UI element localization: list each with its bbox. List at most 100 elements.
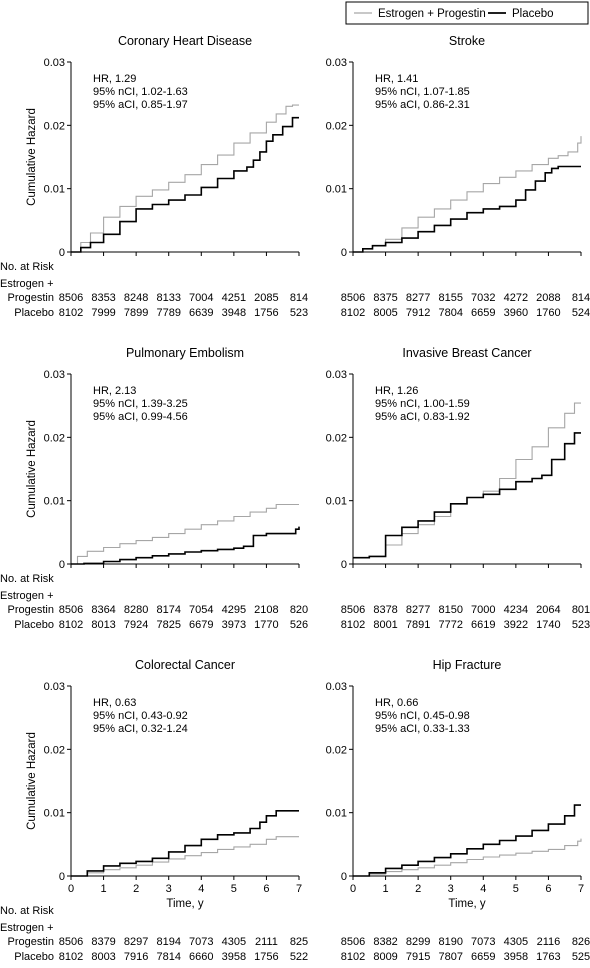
y-tick-label: 0.03 (326, 57, 347, 69)
y-tick-label: 0 (341, 559, 347, 571)
panel-title: Invasive Breast Cancer (402, 346, 531, 360)
at-risk-heading: No. at Risk (0, 573, 54, 585)
series-line (71, 503, 299, 565)
at-risk-value: 8379 (91, 936, 115, 948)
at-risk-value: 1760 (536, 307, 560, 319)
y-axis-title: Cumulative Hazard (26, 732, 38, 830)
x-tick-label: 7 (578, 883, 584, 895)
series-line (71, 526, 300, 565)
at-risk-value: 7804 (438, 307, 462, 319)
at-risk-value: 6639 (189, 307, 213, 319)
at-risk-value: 820 (290, 604, 308, 616)
y-axis-title: Cumulative Hazard (26, 420, 38, 518)
at-risk-value: 4305 (504, 936, 528, 948)
at-risk-value: 8353 (91, 292, 115, 304)
panel-coronary-heart-disease: Coronary Heart Disease 0 0.01 0.02 0.03 Cumul… (0, 34, 308, 319)
at-risk-value: 522 (290, 951, 308, 963)
group1-label-line1: Estrogen + (0, 922, 54, 934)
stat-line: HR, 1.26 (375, 385, 418, 397)
at-risk-value: 2116 (537, 936, 561, 948)
at-risk-value: 8375 (373, 292, 397, 304)
at-risk-value: 7912 (406, 307, 430, 319)
at-risk-value: 524 (572, 307, 590, 319)
at-risk-value: 3973 (222, 619, 246, 631)
series-line (353, 136, 582, 253)
y-tick-label: 0.02 (44, 744, 65, 756)
panel-colorectal-cancer: Colorectal Cancer 0 0.01 0.02 0.03 0 1 2 3 4 5 6 7 Cu… (0, 658, 308, 963)
stat-line: 95% aCI, 0.86-2.31 (375, 99, 470, 111)
series-line (353, 804, 581, 877)
y-tick-label: 0.01 (44, 184, 65, 196)
series-line (353, 432, 581, 559)
panel-invasive-breast-cancer: Invasive Breast Cancer 0 0.01 0.02 0.03 HR, 1… (326, 346, 590, 631)
at-risk-value: 7073 (471, 936, 495, 948)
at-risk-value: 8155 (438, 292, 462, 304)
at-risk-value: 3958 (504, 951, 528, 963)
y-tick-label: 0.01 (44, 496, 65, 508)
at-risk-value: 8382 (373, 936, 397, 948)
stat-line: 95% aCI, 0.32-1.24 (93, 723, 188, 735)
at-risk-value: 2111 (255, 936, 278, 948)
series-line (353, 402, 581, 559)
legend-label: Estrogen + Progestin (378, 8, 486, 20)
at-risk-value: 7999 (91, 307, 115, 319)
at-risk-value: 2064 (536, 604, 560, 616)
at-risk-value: 3960 (504, 307, 528, 319)
at-risk-value: 7000 (471, 604, 495, 616)
at-risk-value: 7807 (438, 951, 462, 963)
at-risk-value: 7915 (406, 951, 430, 963)
at-risk-value: 8174 (156, 604, 180, 616)
panel-hip-fracture: Hip Fracture 0 0.01 0.02 0.03 0 1 2 3 4 5 6 7 Time, y… (326, 658, 590, 963)
legend: Estrogen + Progestin Placebo (345, 1, 589, 25)
at-risk-value: 7073 (189, 936, 213, 948)
y-axis-title: Cumulative Hazard (26, 108, 38, 206)
at-risk-value: 4251 (222, 292, 246, 304)
at-risk-value: 8297 (124, 936, 148, 948)
at-risk-value: 6660 (189, 951, 213, 963)
at-risk-value: 8506 (341, 936, 365, 948)
y-tick-label: 0.02 (326, 432, 347, 444)
at-risk-value: 7924 (124, 619, 148, 631)
at-risk-value: 3948 (222, 307, 246, 319)
at-risk-value: 814 (290, 292, 308, 304)
at-risk-value: 7916 (124, 951, 148, 963)
stat-line: 95% aCI, 0.33-1.33 (375, 723, 470, 735)
panel-pulmonary-embolism: Pulmonary Embolism 0 0.01 0.02 0.03 Cumulativ… (0, 346, 308, 631)
stat-line: HR, 2.13 (93, 385, 136, 397)
panel-title: Coronary Heart Disease (118, 34, 252, 48)
at-risk-value: 8001 (373, 619, 397, 631)
x-tick-label: 4 (480, 883, 486, 895)
y-tick-label: 0.01 (326, 496, 347, 508)
at-risk-value: 8102 (341, 307, 365, 319)
at-risk-value: 1756 (254, 307, 278, 319)
x-tick-label: 7 (296, 883, 302, 895)
at-risk-value: 7004 (189, 292, 213, 304)
x-tick-label: 2 (133, 883, 139, 895)
at-risk-value: 8013 (91, 619, 115, 631)
legend-box (345, 1, 589, 25)
y-tick-label: 0.02 (44, 120, 65, 132)
at-risk-value: 525 (572, 951, 590, 963)
x-tick-label: 0 (68, 883, 74, 895)
chart-panels: Coronary Heart Disease 0 0.01 0.02 0.03 Cumul… (0, 34, 590, 963)
group1-label-line2: Progestin (8, 604, 54, 616)
at-risk-value: 7899 (124, 307, 148, 319)
at-risk-value: 4295 (222, 604, 246, 616)
at-risk-value: 4272 (504, 292, 528, 304)
group2-label: Placebo (14, 619, 54, 631)
group1-label-line1: Estrogen + (0, 278, 54, 290)
x-tick-label: 6 (263, 883, 269, 895)
at-risk-value: 1756 (254, 951, 278, 963)
y-tick-label: 0 (59, 871, 65, 883)
y-tick-label: 0.02 (44, 432, 65, 444)
series-line (71, 836, 299, 877)
at-risk-value: 1770 (254, 619, 278, 631)
at-risk-heading: No. at Risk (0, 905, 54, 917)
series-line (71, 116, 299, 253)
group2-label: Placebo (14, 951, 54, 963)
y-tick-label: 0.03 (44, 681, 65, 693)
y-tick-label: 0 (341, 247, 347, 259)
at-risk-value: 523 (572, 619, 590, 631)
